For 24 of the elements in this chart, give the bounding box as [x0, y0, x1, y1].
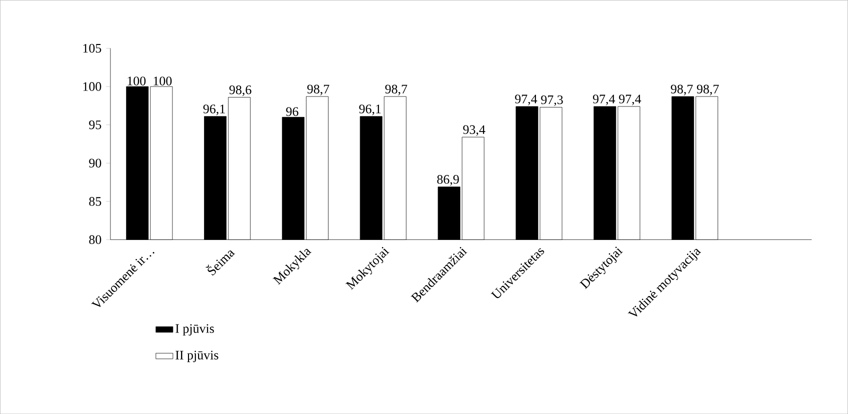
data-label: 86,9: [437, 174, 459, 186]
data-label: 96,1: [359, 104, 381, 116]
data-label: 97,4: [592, 94, 616, 106]
data-label: 96,1: [203, 104, 225, 116]
legend-label: II pjūvis: [176, 350, 218, 362]
y-tick-label: 95: [89, 120, 102, 130]
data-label: 98,7: [696, 84, 719, 96]
data-label: 98,7: [307, 84, 330, 96]
y-tick-label: 80: [89, 235, 102, 244]
data-label: 100: [154, 76, 172, 86]
data-label: 98,7: [385, 84, 408, 96]
y-tick-label: 105: [83, 44, 102, 53]
y-tick-label: 100: [83, 82, 102, 91]
data-label: 97,4: [619, 94, 642, 106]
y-tick-label: 85: [89, 196, 102, 206]
data-label: 93,4: [463, 125, 486, 136]
data-label: 96: [286, 107, 298, 116]
data-label: 97,4: [515, 94, 538, 106]
data-label: 100: [128, 76, 146, 86]
y-tick-label: 90: [89, 158, 102, 168]
data-label: 97,3: [541, 95, 563, 106]
data-label: 98,6: [229, 85, 252, 96]
data-label: 98,7: [670, 84, 693, 96]
legend-label: I pjūvis: [176, 324, 214, 336]
